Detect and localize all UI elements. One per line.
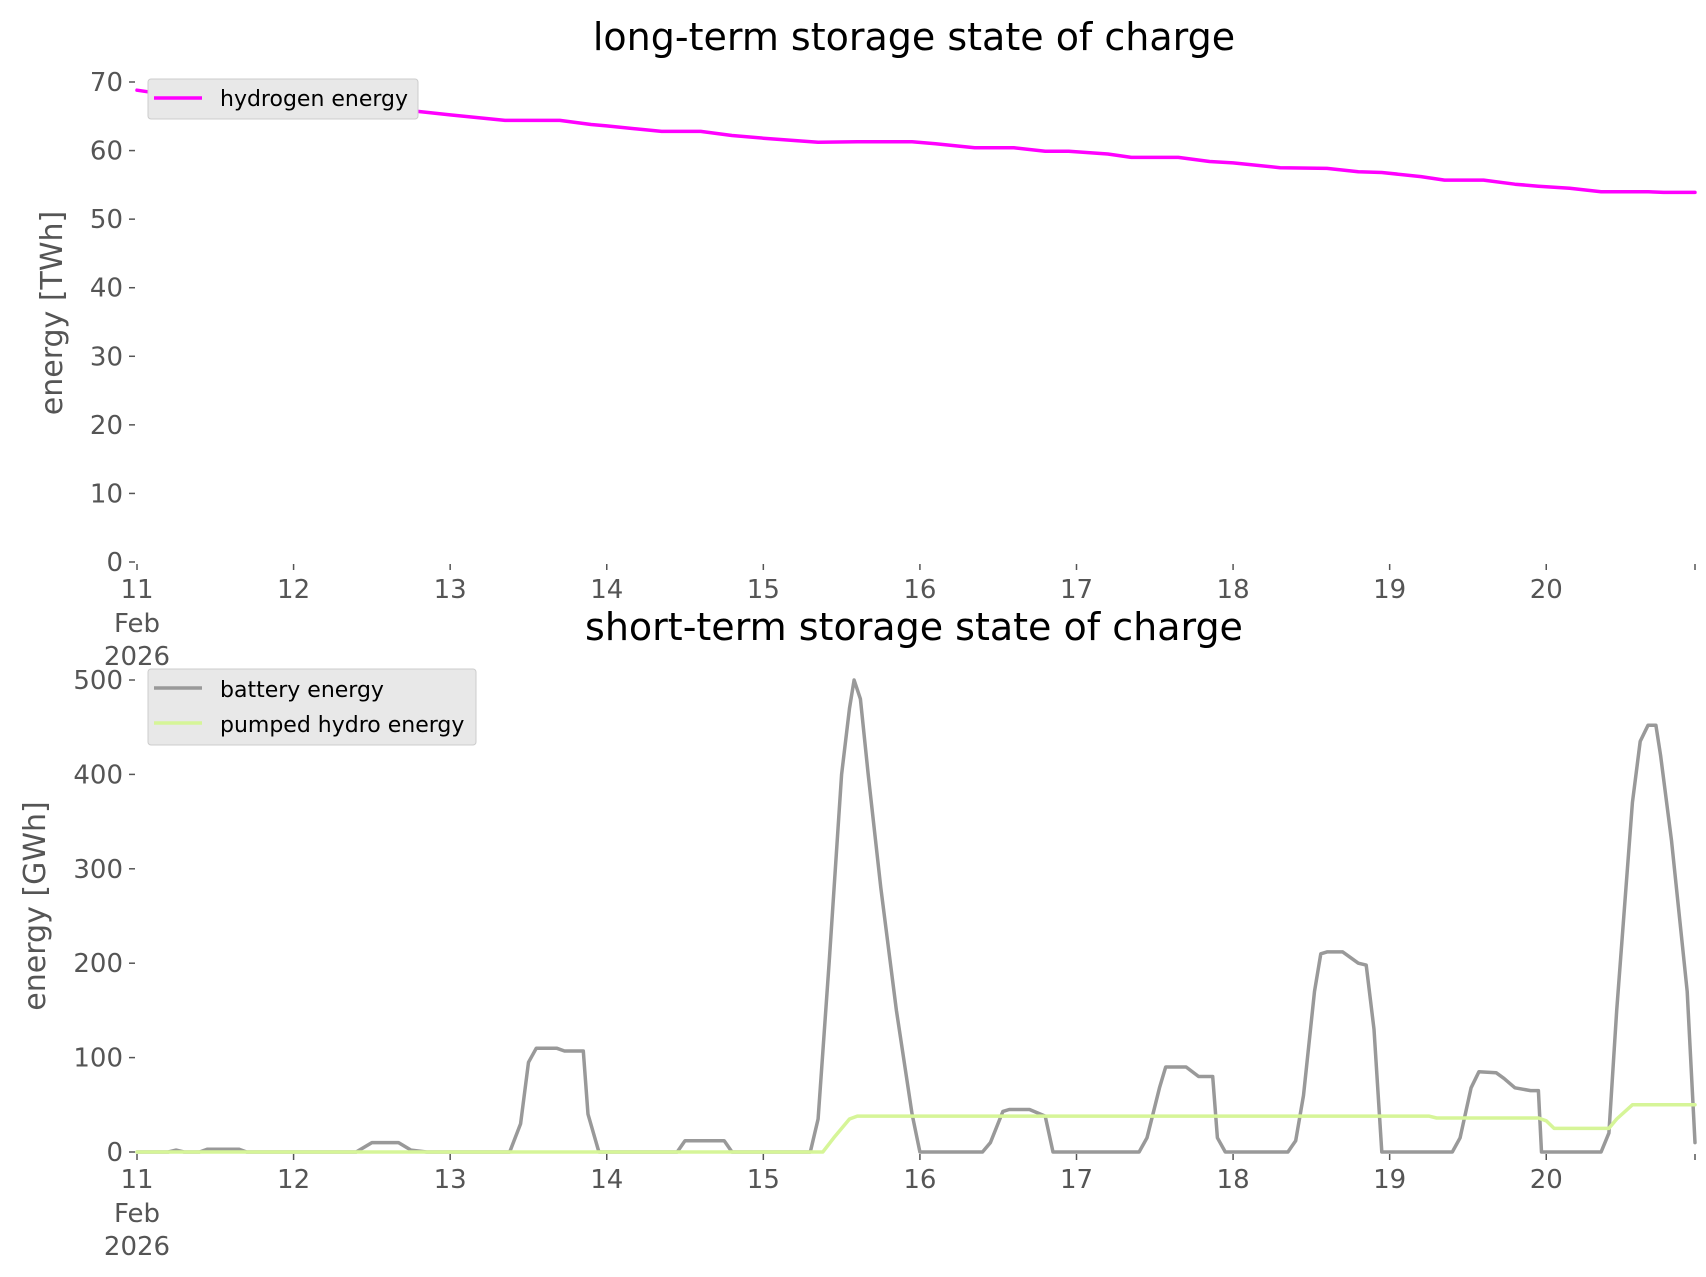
x-tick-label: 16 (903, 575, 936, 605)
y-tick-label: 40 (90, 274, 123, 304)
x-tick-sublabel: 2026 (104, 642, 170, 672)
x-tick-label: 20 (1530, 575, 1563, 605)
chart-title: long-term storage state of charge (593, 15, 1235, 59)
y-tick-label: 100 (73, 1044, 123, 1074)
y-axis-label: energy [GWh] (18, 801, 53, 1010)
x-tick-label: 13 (434, 575, 467, 605)
y-tick-label: 20 (90, 411, 123, 441)
y-tick-label: 60 (90, 137, 123, 167)
x-tick-label: 19 (1373, 1165, 1406, 1195)
series-line-battery-energy (135, 678, 1697, 1154)
series-group-short-term (135, 678, 1697, 1154)
x-tick-label: 15 (747, 575, 780, 605)
y-tick-label: 300 (73, 855, 123, 885)
legend: battery energy pumped hydro energy (147, 668, 477, 746)
x-tick-label: 16 (903, 1165, 936, 1195)
x-tick-label: 13 (434, 1165, 467, 1195)
x-tick-sublabel: 2026 (104, 1232, 170, 1262)
x-tick-label: 18 (1217, 1165, 1250, 1195)
legend-label-hydrogen: hydrogen energy (220, 87, 408, 112)
series-line-hydrogen-energy (135, 88, 1697, 195)
y-tick-label: 30 (90, 342, 123, 372)
x-tick-label: 18 (1217, 575, 1250, 605)
y-tick-label: 200 (73, 949, 123, 979)
chart-title: short-term storage state of charge (585, 605, 1243, 649)
x-tick-label: 14 (590, 1165, 623, 1195)
legend: hydrogen energy (147, 78, 419, 120)
y-tick-label: 70 (90, 68, 123, 98)
legend-label-pumped-hydro: pumped hydro energy (220, 713, 464, 738)
x-tick-sublabel: Feb (114, 609, 160, 639)
y-axis-label: energy [TWh] (35, 211, 70, 415)
legend-box (147, 78, 419, 120)
y-tick-label: 400 (73, 760, 123, 790)
y-tick-label: 10 (90, 479, 123, 509)
x-tick-label: 11 (120, 575, 153, 605)
x-tick-label: 15 (747, 1165, 780, 1195)
y-tick-label: 50 (90, 205, 123, 235)
y-tick-label: 500 (73, 666, 123, 696)
series-group-long-term (135, 88, 1697, 195)
x-tick-label: 11 (120, 1165, 153, 1195)
x-tick-label: 12 (277, 575, 310, 605)
x-tick-label: 20 (1530, 1165, 1563, 1195)
y-tick-label: 0 (106, 548, 123, 578)
legend-box (147, 668, 477, 746)
x-tick-label: 17 (1060, 575, 1093, 605)
chart-long-term: long-term storage state of charge energy… (35, 15, 1697, 672)
x-tick-label: 17 (1060, 1165, 1093, 1195)
y-tick-label: 0 (106, 1138, 123, 1168)
x-tick-label: 19 (1373, 575, 1406, 605)
chart-short-term: short-term storage state of charge energ… (18, 605, 1697, 1262)
series-line-pumped-hydro-energy (135, 1103, 1697, 1154)
legend-label-battery: battery energy (220, 678, 384, 703)
x-tick-sublabel: Feb (114, 1199, 160, 1229)
x-tick-label: 14 (590, 575, 623, 605)
x-tick-label: 12 (277, 1165, 310, 1195)
